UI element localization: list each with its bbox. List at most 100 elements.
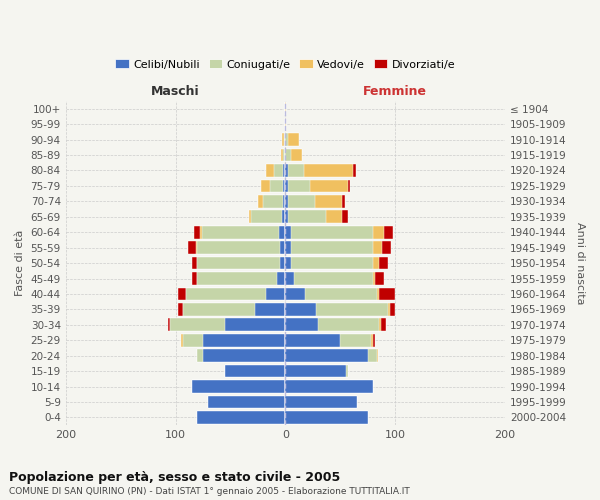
Bar bbox=[286, 365, 346, 378]
Bar bbox=[286, 272, 373, 285]
Bar bbox=[286, 365, 348, 378]
Bar bbox=[225, 365, 286, 378]
Bar bbox=[286, 257, 379, 270]
Bar bbox=[197, 272, 286, 285]
Bar bbox=[286, 380, 373, 393]
Bar bbox=[225, 318, 286, 331]
Bar bbox=[192, 272, 286, 285]
Bar bbox=[286, 134, 299, 146]
Bar bbox=[249, 210, 286, 223]
Bar bbox=[286, 288, 379, 300]
Bar bbox=[274, 164, 286, 177]
Bar bbox=[286, 303, 395, 316]
Bar bbox=[266, 164, 286, 177]
Bar bbox=[280, 242, 286, 254]
Bar bbox=[286, 350, 377, 362]
Bar bbox=[286, 195, 315, 207]
Bar bbox=[249, 210, 286, 223]
Bar bbox=[286, 350, 377, 362]
Bar bbox=[192, 257, 286, 270]
Bar bbox=[286, 272, 376, 285]
Bar bbox=[281, 148, 286, 162]
Bar bbox=[286, 334, 373, 346]
Bar bbox=[286, 380, 373, 393]
Bar bbox=[286, 334, 376, 346]
Text: Popolazione per età, sesso e stato civile - 2005: Popolazione per età, sesso e stato civil… bbox=[9, 471, 340, 484]
Bar bbox=[202, 226, 286, 238]
Bar bbox=[197, 411, 286, 424]
Bar bbox=[286, 380, 373, 393]
Bar bbox=[286, 180, 310, 192]
Bar bbox=[286, 303, 388, 316]
Bar bbox=[277, 272, 286, 285]
Bar bbox=[286, 334, 371, 346]
Bar bbox=[284, 134, 286, 146]
Bar bbox=[178, 288, 286, 300]
Bar bbox=[197, 411, 286, 424]
Y-axis label: Anni di nascita: Anni di nascita bbox=[575, 222, 585, 304]
Bar bbox=[286, 148, 302, 162]
Bar bbox=[188, 242, 286, 254]
Bar bbox=[286, 396, 357, 408]
Legend: Celibi/Nubili, Coniugati/e, Vedovi/e, Divorziati/e: Celibi/Nubili, Coniugati/e, Vedovi/e, Di… bbox=[111, 54, 460, 74]
Bar bbox=[286, 180, 287, 192]
Bar bbox=[286, 411, 368, 424]
Bar bbox=[286, 164, 287, 177]
Bar bbox=[286, 350, 377, 362]
Bar bbox=[286, 411, 368, 424]
Bar bbox=[282, 134, 286, 146]
Bar bbox=[225, 365, 286, 378]
Bar bbox=[286, 288, 395, 300]
Bar bbox=[286, 257, 388, 270]
Bar bbox=[263, 195, 286, 207]
Bar bbox=[183, 334, 286, 346]
Bar bbox=[266, 164, 286, 177]
Bar bbox=[286, 210, 326, 223]
Bar bbox=[286, 210, 343, 223]
Bar bbox=[208, 396, 286, 408]
Bar bbox=[286, 365, 348, 378]
Bar bbox=[181, 334, 286, 346]
Y-axis label: Fasce di età: Fasce di età bbox=[15, 230, 25, 296]
Bar bbox=[286, 226, 393, 238]
Bar bbox=[286, 272, 384, 285]
Bar bbox=[286, 148, 291, 162]
Bar bbox=[258, 195, 286, 207]
Bar bbox=[170, 318, 286, 331]
Bar bbox=[192, 380, 286, 393]
Bar bbox=[197, 350, 286, 362]
Bar bbox=[286, 210, 348, 223]
Bar bbox=[283, 195, 286, 207]
Bar bbox=[286, 242, 291, 254]
Bar bbox=[192, 380, 286, 393]
Bar bbox=[181, 334, 286, 346]
Bar bbox=[286, 303, 316, 316]
Bar bbox=[286, 411, 368, 424]
Bar bbox=[200, 226, 286, 238]
Bar bbox=[168, 318, 286, 331]
Bar bbox=[197, 350, 286, 362]
Bar bbox=[261, 180, 286, 192]
Bar bbox=[196, 242, 286, 254]
Bar bbox=[170, 318, 286, 331]
Bar bbox=[286, 242, 373, 254]
Bar bbox=[183, 303, 286, 316]
Bar bbox=[286, 210, 287, 223]
Bar bbox=[194, 226, 286, 238]
Bar bbox=[286, 334, 340, 346]
Bar bbox=[286, 396, 357, 408]
Bar bbox=[197, 257, 286, 270]
Bar bbox=[286, 396, 357, 408]
Bar bbox=[286, 134, 287, 146]
Bar bbox=[254, 303, 286, 316]
Bar bbox=[187, 288, 286, 300]
Bar bbox=[286, 226, 373, 238]
Bar bbox=[261, 180, 286, 192]
Bar bbox=[286, 242, 382, 254]
Bar bbox=[208, 396, 286, 408]
Bar bbox=[286, 318, 381, 331]
Bar bbox=[286, 180, 350, 192]
Bar bbox=[286, 288, 377, 300]
Bar bbox=[187, 288, 286, 300]
Bar bbox=[286, 164, 356, 177]
